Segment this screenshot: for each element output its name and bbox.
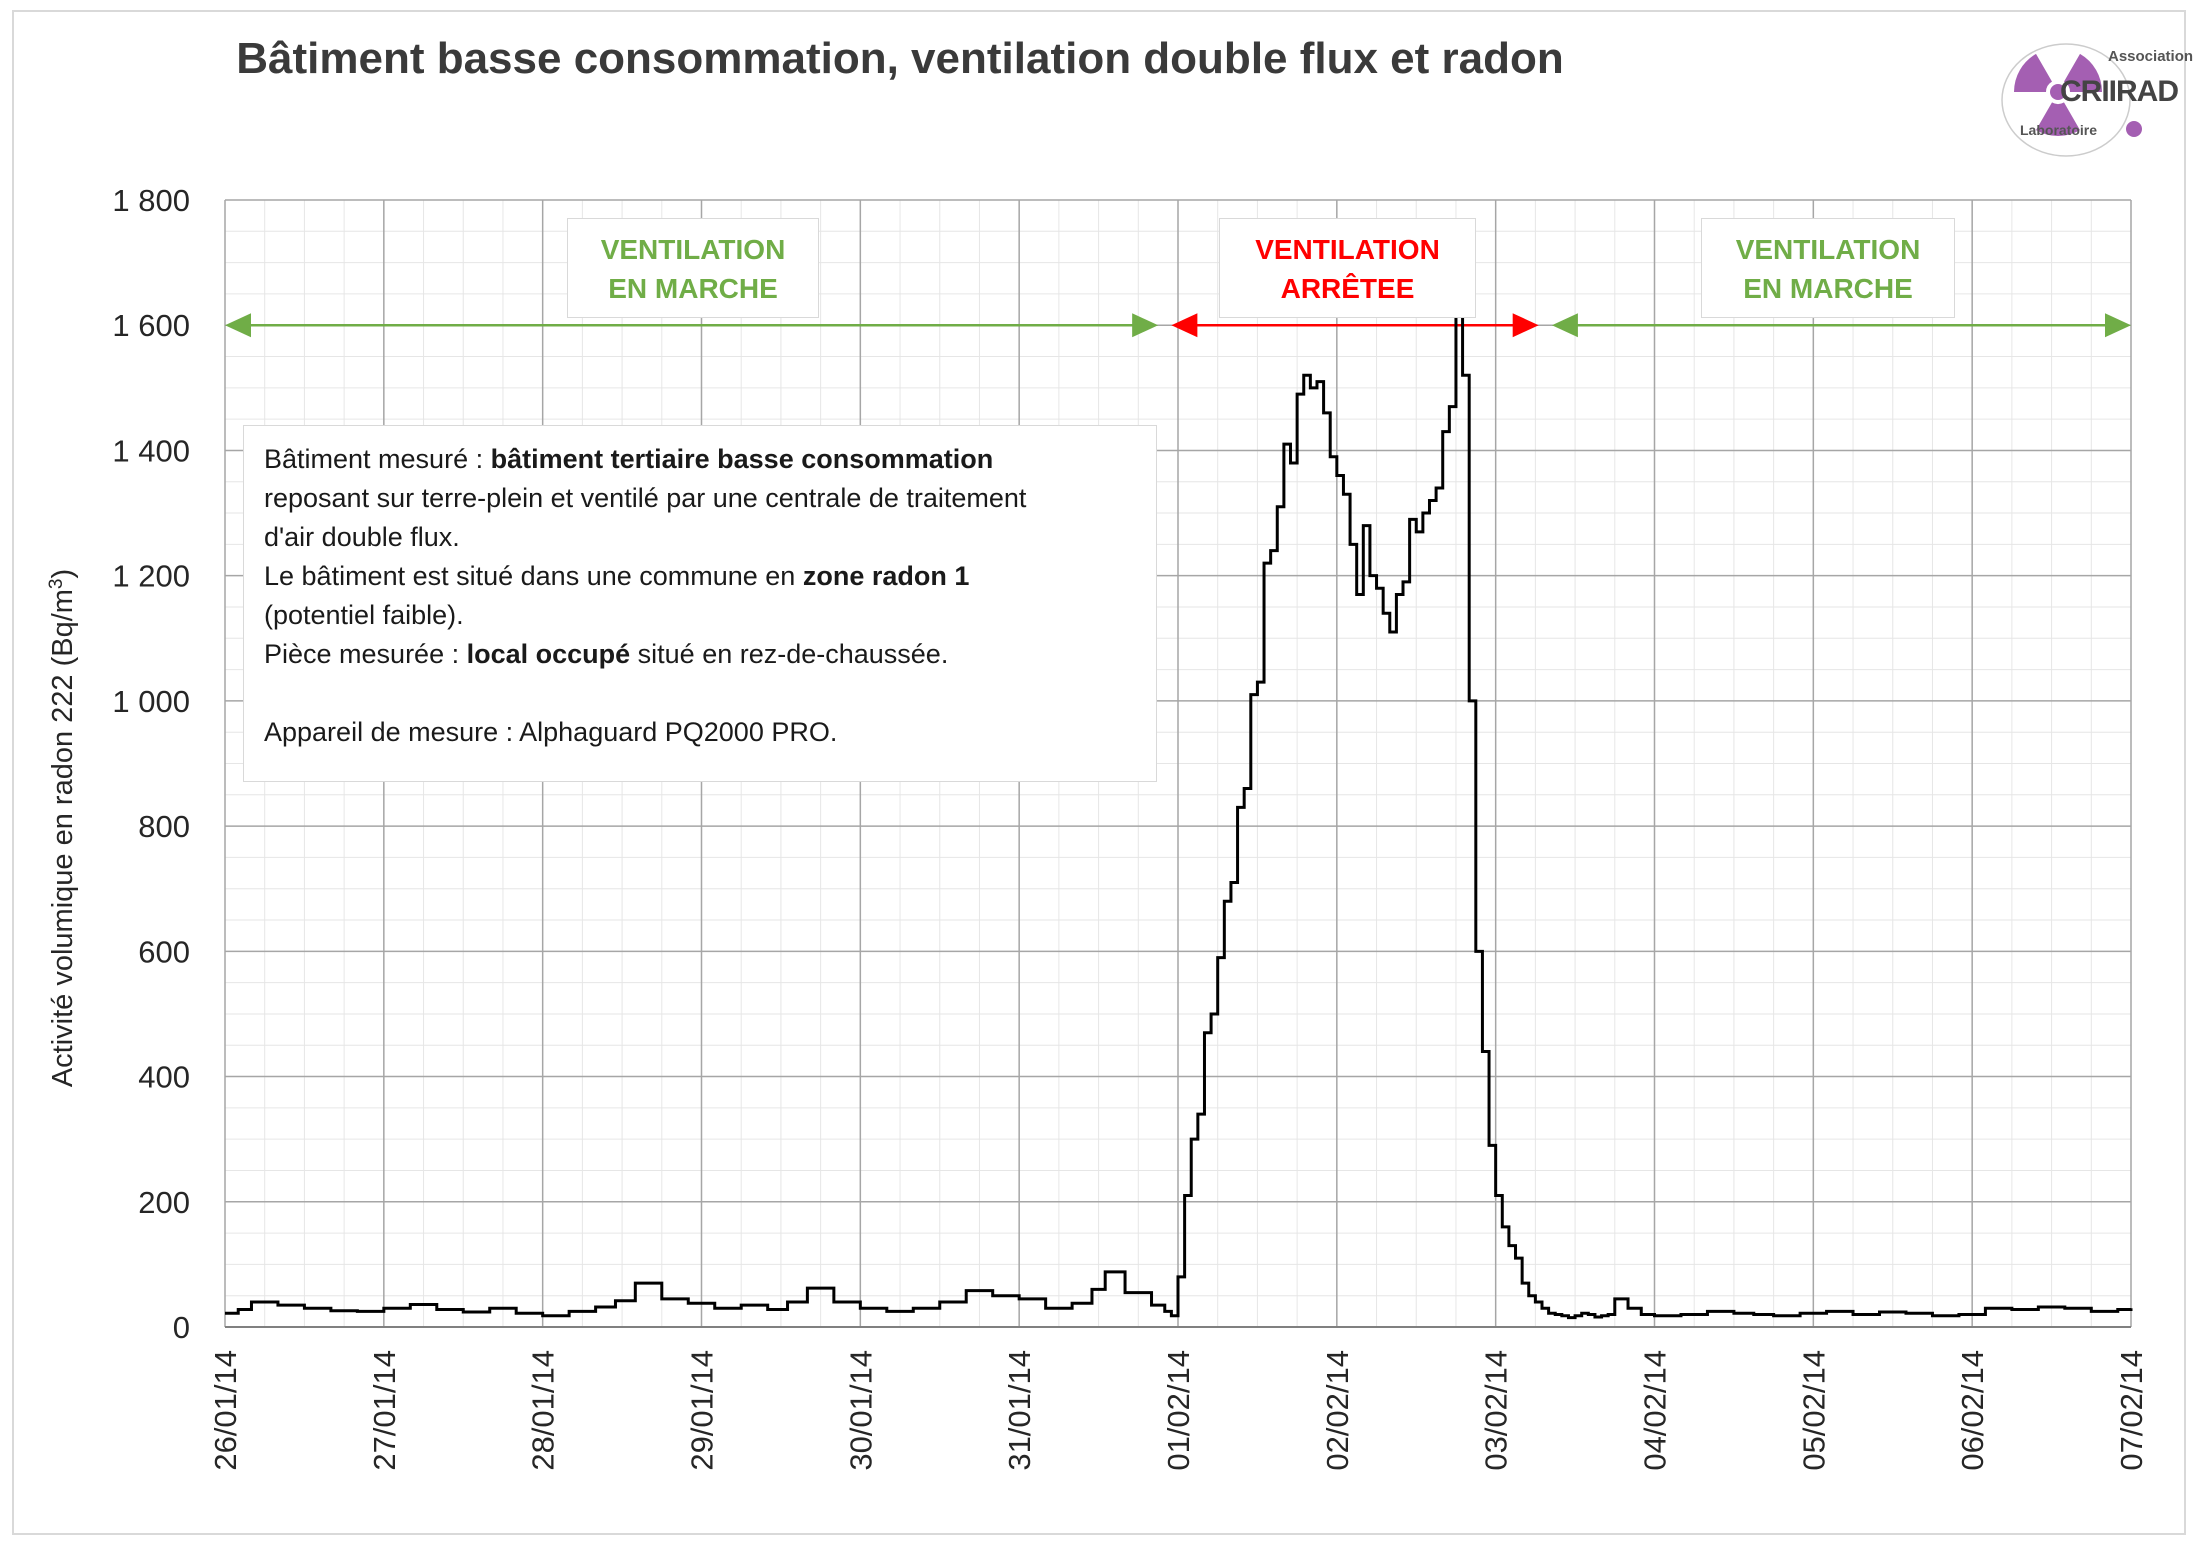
x-tick-label: 05/02/14: [1796, 1350, 1831, 1471]
x-tick-label: 06/02/14: [1955, 1350, 1990, 1471]
chart-frame: [12, 10, 2186, 1535]
x-tick-label: 29/01/14: [685, 1350, 720, 1471]
x-tick-label: 01/02/14: [1161, 1350, 1196, 1471]
y-tick-label: 0: [173, 1310, 190, 1345]
status-2-line2: ARRÊTEE: [1280, 273, 1415, 304]
trefoil-center: [2050, 84, 2066, 100]
period-arrow-2: [1171, 313, 1539, 338]
logo-name: CRIIRAD: [2060, 75, 2179, 108]
y-tick-label: 200: [138, 1185, 190, 1220]
x-tick-label: 28/01/14: [526, 1350, 561, 1471]
status-2-line1: VENTILATION: [1255, 234, 1440, 265]
period-arrows: [225, 313, 2131, 338]
y-tick-label: 800: [138, 809, 190, 844]
status-box-2: VENTILATION ARRÊTEE: [1219, 218, 1476, 318]
logo-association-text: Association: [2108, 48, 2194, 65]
radiation-logo-icon: [2001, 43, 2131, 157]
y-tick-label: 1 200: [112, 559, 190, 594]
y-tick-label: 1 600: [112, 308, 190, 343]
period-arrow-1: [225, 313, 1159, 338]
x-tick-label: 26/01/14: [208, 1350, 243, 1471]
info-line-2: reposant sur terre-plein et ventilé par …: [264, 483, 1027, 513]
info-line-6: Pièce mesurée : local occupé situé en re…: [264, 639, 949, 669]
y-tick-label: 1 400: [112, 433, 190, 468]
status-1-line2: EN MARCHE: [608, 273, 778, 304]
status-1-line1: VENTILATION: [600, 234, 786, 265]
info-box: Bâtiment mesuré : bâtiment tertiaire bas…: [243, 425, 1157, 782]
x-tick-label: 04/02/14: [1638, 1350, 1673, 1471]
arrow-head-left: [225, 313, 251, 338]
status-box-3: VENTILATION EN MARCHE: [1701, 218, 1955, 318]
y-tick-label: 1 800: [112, 183, 190, 218]
info-line-1: Bâtiment mesuré : bâtiment tertiaire bas…: [264, 444, 994, 474]
status-3-line1: VENTILATION: [1735, 234, 1921, 265]
x-tick-label: 07/02/14: [2114, 1350, 2149, 1471]
y-tick-label: 600: [138, 934, 190, 969]
x-tick-label: 30/01/14: [843, 1350, 878, 1471]
info-line-3: d'air double flux.: [264, 522, 460, 552]
trefoil-blade-1: [2036, 102, 2080, 136]
x-tick-label: 31/01/14: [1002, 1350, 1037, 1471]
y-tick-label: 1 000: [112, 684, 190, 719]
trefoil-blade-3: [2064, 53, 2102, 92]
period-arrow-3: [1551, 313, 2131, 338]
logo-dot: [2126, 121, 2142, 137]
chart-title: Bâtiment basse consommation, ventilation…: [236, 34, 1564, 83]
x-tick-label: 02/02/14: [1320, 1350, 1355, 1471]
y-axis-label: Activité volumique en radon 222 (Bq/m3): [46, 569, 80, 1087]
x-tick-labels: 26/01/14 27/01/14 28/01/14 29/01/14 30/01/14…: [208, 1350, 2149, 1471]
trefoil-blade-2: [2014, 53, 2052, 92]
status-3-line2: EN MARCHE: [1743, 273, 1913, 304]
status-box-1: VENTILATION EN MARCHE: [567, 218, 819, 318]
arrow-head-right: [1512, 313, 1539, 338]
criirad-logo: Association CRIIRAD Laboratoire: [1998, 30, 2193, 170]
info-line-7: Appareil de mesure : Alphaguard PQ2000 P…: [264, 717, 838, 747]
arrow-head-left: [1171, 313, 1198, 338]
arrow-head-right: [1132, 313, 1159, 338]
y-tick-label: 400: [138, 1060, 190, 1095]
info-line-4: Le bâtiment est situé dans une commune e…: [264, 561, 970, 591]
series-line-1: [225, 286, 2133, 1320]
info-line-5: (potentiel faible).: [264, 600, 464, 630]
arrow-head-left: [1551, 313, 1578, 338]
arrow-head-right: [2105, 313, 2131, 338]
series-group: [225, 286, 2133, 1320]
x-tick-label: 03/02/14: [1479, 1350, 1514, 1471]
y-tick-labels: 0 200 400 600 800 1 000 1 200 1 400 1 600 1 800: [112, 183, 190, 1345]
x-tick-label: 27/01/14: [367, 1350, 402, 1471]
logo-laboratoire-text: Laboratoire: [2020, 122, 2098, 138]
